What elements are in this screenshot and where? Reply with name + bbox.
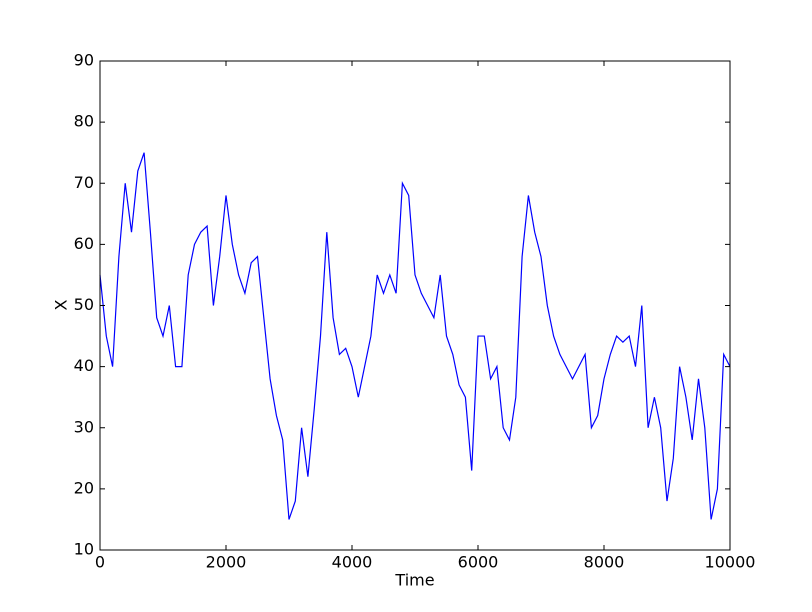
data-line (99, 152, 731, 520)
y-tick-label: 60 (74, 234, 94, 253)
y-axis-label: X (52, 299, 71, 310)
y-tick-label: 70 (74, 173, 94, 192)
y-tick-label: 10 (74, 540, 94, 559)
plot-frame (99, 60, 731, 551)
y-tick-label: 90 (74, 51, 94, 70)
y-tick-label: 80 (74, 112, 94, 131)
x-tick-label: 6000 (458, 553, 499, 572)
y-tick-label: 40 (74, 356, 94, 375)
x-tick-label: 8000 (584, 553, 625, 572)
x-axis-label: Time (394, 571, 434, 590)
y-tick-label: 20 (74, 478, 94, 497)
y-tick-label: 50 (74, 295, 94, 314)
y-tick-label: 30 (74, 417, 94, 436)
x-tick-label: 10000 (705, 553, 756, 572)
x-tick-label: 0 (95, 553, 105, 572)
x-tick-label: 2000 (206, 553, 247, 572)
x-tick-label: 4000 (332, 553, 373, 572)
